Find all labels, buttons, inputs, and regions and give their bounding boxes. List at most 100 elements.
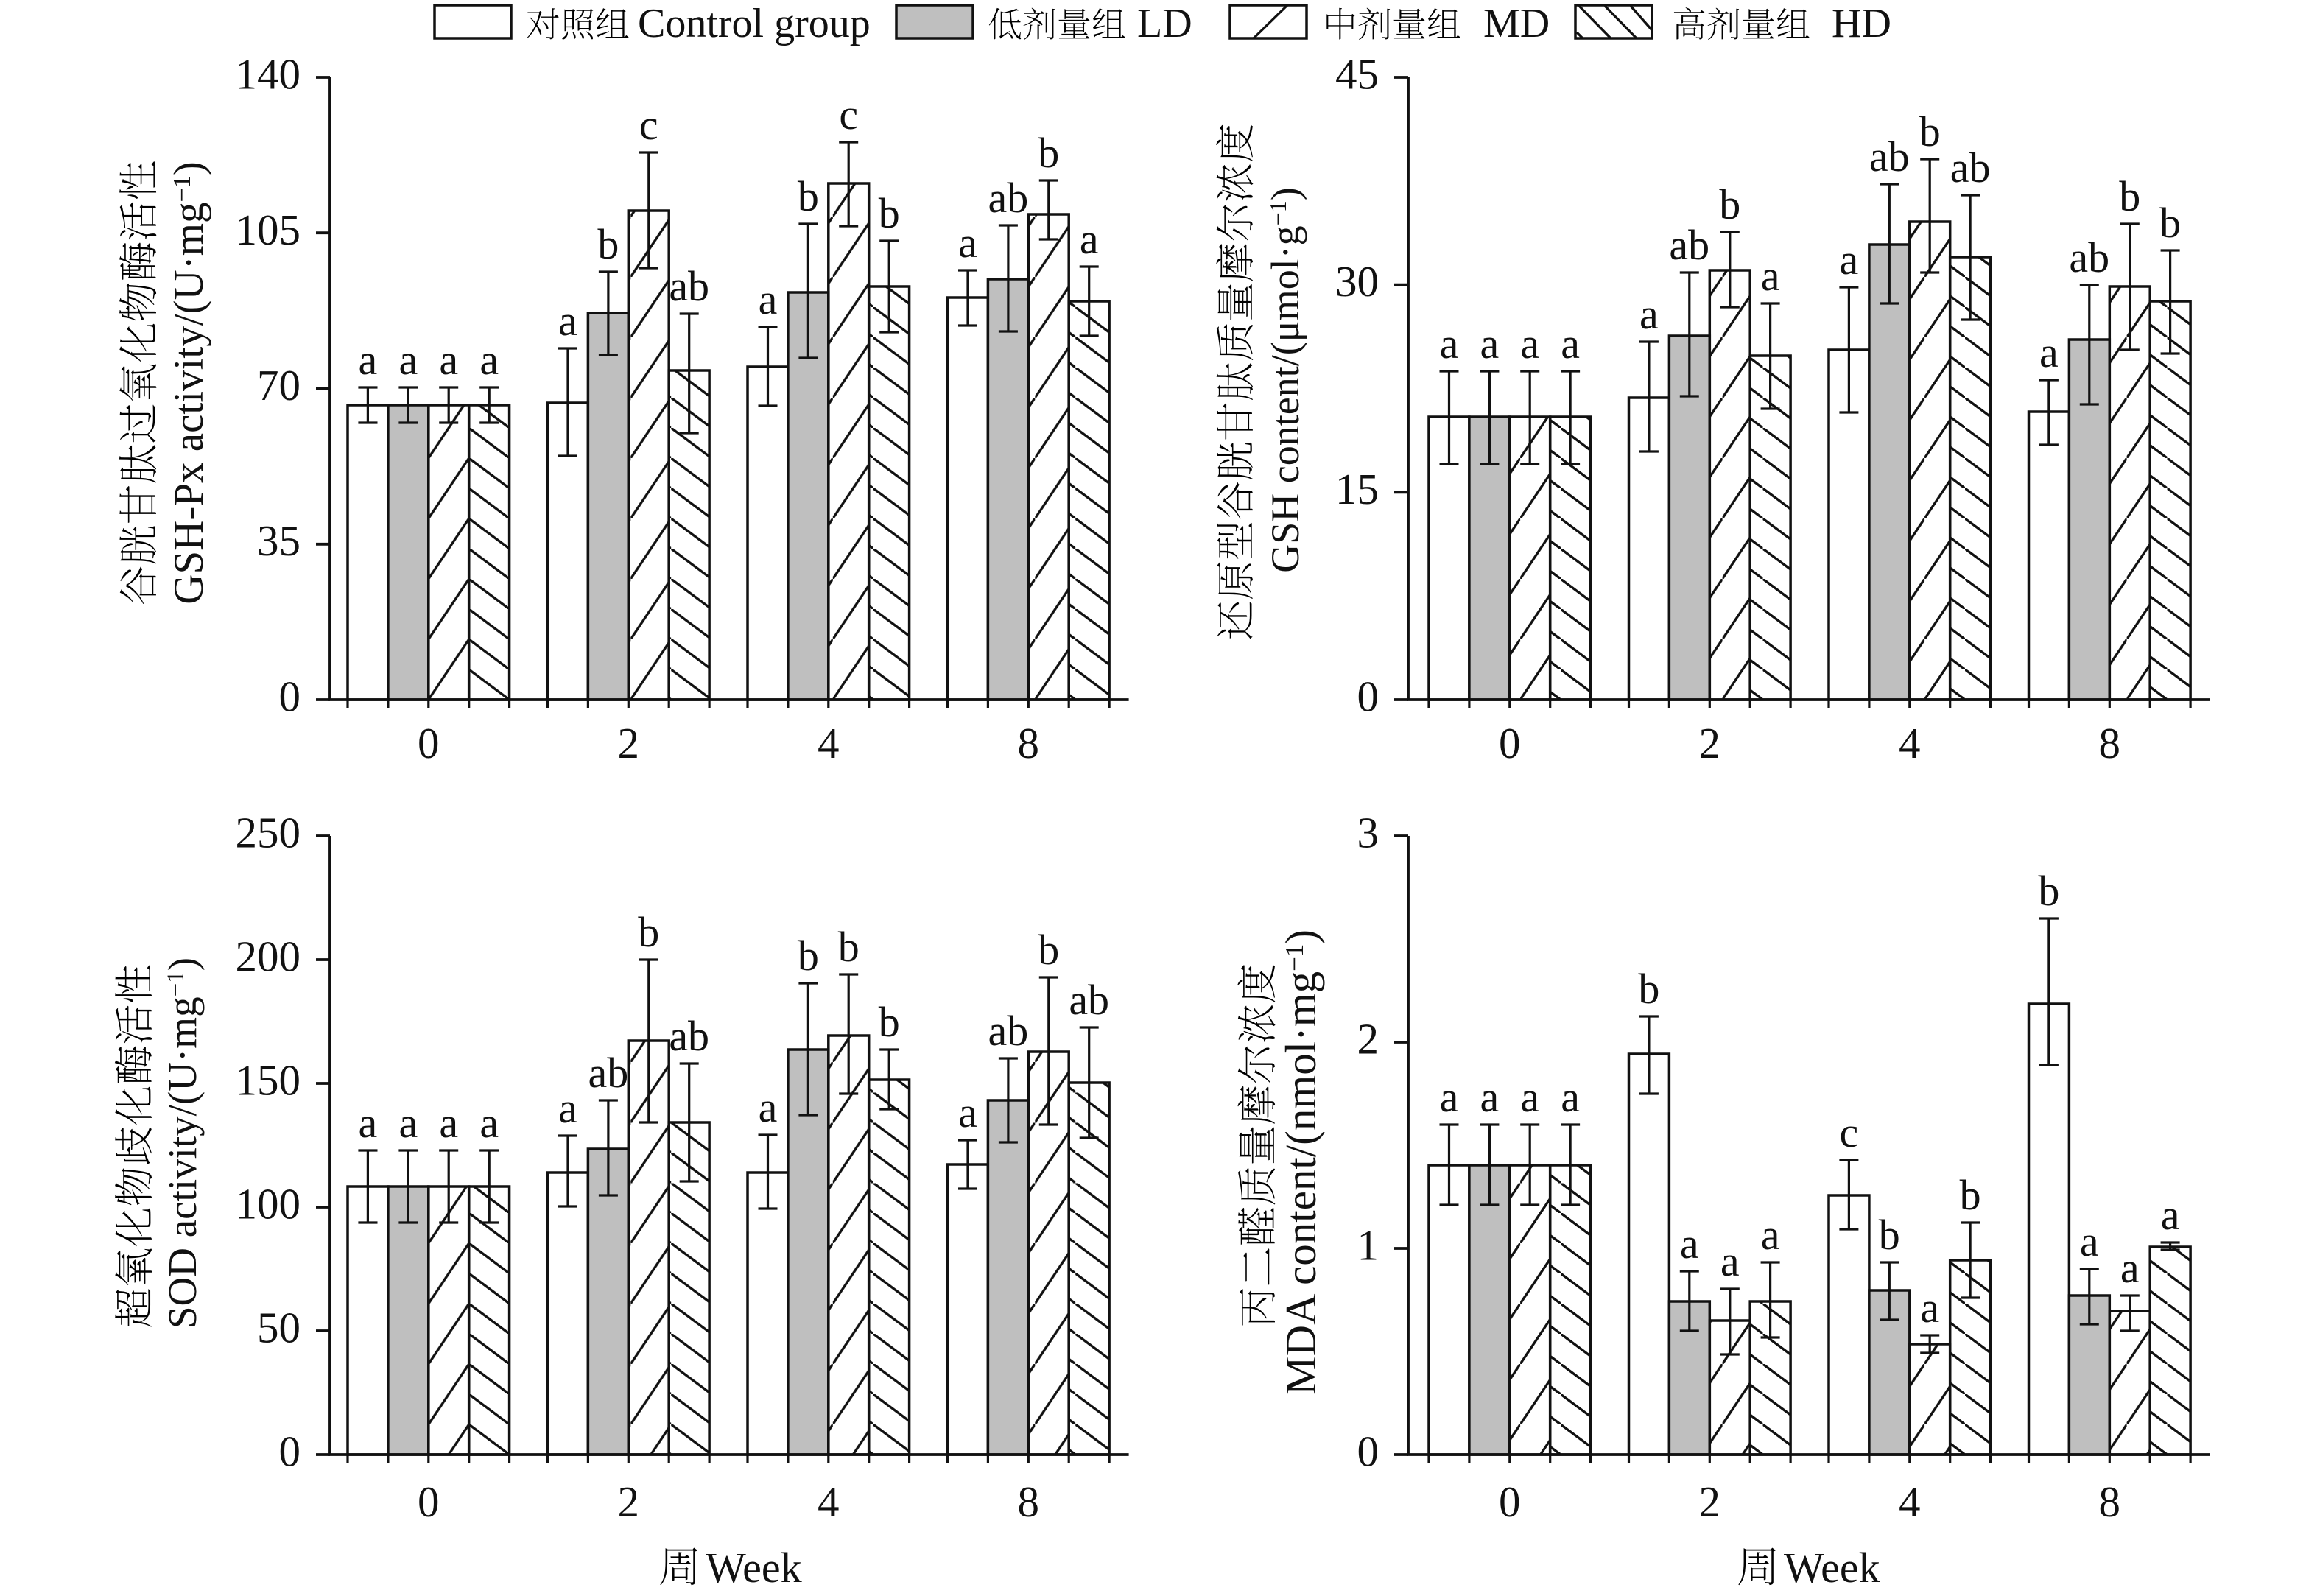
svg-text:b: b (1919, 108, 1941, 155)
svg-text:b: b (798, 172, 819, 220)
svg-text:4: 4 (1899, 719, 1921, 767)
svg-text:HD: HD (1832, 1, 1891, 46)
svg-text:a: a (1080, 215, 1099, 263)
svg-text:b: b (798, 932, 819, 980)
svg-text:4: 4 (1899, 1477, 1921, 1526)
svg-text:a: a (1561, 1073, 1580, 1121)
svg-text:ab: ab (1869, 133, 1910, 180)
svg-text:2: 2 (1699, 1477, 1721, 1526)
svg-text:0: 0 (1499, 1477, 1521, 1526)
svg-text:b: b (1038, 926, 1059, 974)
svg-text:c: c (1840, 1108, 1859, 1156)
svg-text:a: a (1840, 236, 1859, 284)
svg-text:30: 30 (1335, 257, 1379, 306)
svg-text:b: b (2119, 172, 2140, 220)
svg-text:8: 8 (1018, 1477, 1040, 1526)
svg-text:c: c (839, 91, 858, 138)
svg-text:2: 2 (1357, 1015, 1379, 1064)
svg-text:a: a (958, 219, 977, 267)
svg-text:GSH content/(μmol·g−1): GSH content/(μmol·g−1) (1263, 187, 1307, 572)
svg-text:0: 0 (418, 719, 440, 767)
svg-text:0: 0 (1357, 1427, 1379, 1476)
svg-text:GSH-Px activity/(U·mg−1): GSH-Px activity/(U·mg−1) (166, 161, 212, 604)
svg-text:70: 70 (257, 361, 300, 409)
svg-text:a: a (1440, 320, 1459, 368)
svg-text:1: 1 (1357, 1221, 1379, 1270)
svg-text:150: 150 (236, 1056, 301, 1105)
svg-text:SOD activity/(U·mg−1): SOD activity/(U·mg−1) (160, 957, 205, 1329)
svg-text:MDA content/(nmol·mg−1): MDA content/(nmol·mg−1) (1276, 929, 1325, 1395)
svg-text:ab: ab (669, 1012, 709, 1060)
svg-text:2: 2 (618, 719, 640, 767)
svg-text:c: c (639, 101, 658, 149)
svg-text:35: 35 (257, 516, 300, 565)
svg-text:Week: Week (706, 1544, 802, 1592)
svg-text:8: 8 (2099, 1477, 2121, 1526)
svg-text:a: a (1761, 252, 1780, 300)
svg-text:0: 0 (1357, 672, 1379, 721)
svg-text:50: 50 (257, 1304, 300, 1352)
svg-text:ab: ab (1669, 221, 1709, 269)
svg-text:0: 0 (279, 1427, 301, 1476)
svg-text:a: a (1480, 320, 1500, 368)
svg-text:b: b (2038, 867, 2059, 915)
svg-text:2: 2 (1699, 719, 1721, 767)
svg-text:Week: Week (1784, 1544, 1880, 1592)
svg-text:ab: ab (1069, 976, 1109, 1024)
svg-text:8: 8 (2099, 719, 2121, 767)
svg-text:a: a (1920, 1284, 1939, 1332)
svg-text:b: b (2159, 199, 2181, 247)
svg-text:b: b (597, 220, 619, 268)
svg-text:0: 0 (1499, 719, 1521, 767)
svg-text:a: a (359, 336, 378, 384)
svg-text:a: a (1440, 1073, 1459, 1121)
svg-text:a: a (558, 297, 577, 345)
svg-text:a: a (399, 336, 418, 384)
svg-text:b: b (838, 923, 860, 971)
svg-text:200: 200 (236, 932, 301, 981)
svg-text:4: 4 (818, 1477, 840, 1526)
svg-text:ab: ab (988, 174, 1029, 222)
svg-text:a: a (2161, 1191, 2180, 1239)
svg-text:250: 250 (236, 809, 301, 857)
svg-text:ab: ab (1950, 144, 1991, 191)
svg-text:ab: ab (988, 1007, 1029, 1055)
svg-text:0: 0 (418, 1477, 440, 1526)
svg-text:a: a (479, 336, 499, 384)
svg-text:ab: ab (669, 262, 709, 310)
svg-text:b: b (1719, 180, 1740, 228)
svg-text:b: b (638, 908, 659, 956)
svg-text:a: a (1680, 1220, 1699, 1268)
svg-text:b: b (1879, 1211, 1900, 1259)
svg-text:Control group: Control group (638, 1, 871, 46)
svg-text:100: 100 (236, 1180, 301, 1228)
svg-text:a: a (1520, 1073, 1539, 1121)
svg-text:45: 45 (1335, 50, 1379, 99)
svg-text:8: 8 (1018, 719, 1040, 767)
svg-text:a: a (479, 1099, 499, 1147)
svg-text:105: 105 (236, 205, 301, 254)
svg-text:b: b (1638, 965, 1659, 1013)
svg-text:4: 4 (818, 719, 840, 767)
svg-text:a: a (1639, 290, 1659, 338)
svg-text:b: b (1038, 129, 1059, 177)
svg-text:ab: ab (588, 1049, 629, 1097)
svg-text:a: a (1761, 1211, 1780, 1259)
svg-text:a: a (439, 336, 458, 384)
svg-text:b: b (1960, 1171, 1981, 1219)
svg-text:a: a (558, 1084, 577, 1132)
svg-text:a: a (2120, 1244, 2140, 1292)
svg-text:140: 140 (236, 50, 301, 99)
svg-text:a: a (399, 1099, 418, 1147)
svg-text:a: a (2080, 1217, 2099, 1265)
svg-text:a: a (2039, 328, 2059, 376)
svg-text:0: 0 (279, 672, 301, 721)
svg-text:b: b (879, 189, 900, 237)
svg-text:b: b (879, 998, 900, 1046)
svg-text:a: a (759, 1083, 778, 1131)
svg-text:a: a (759, 275, 778, 323)
svg-text:a: a (1520, 320, 1539, 368)
svg-text:a: a (439, 1099, 458, 1147)
svg-text:a: a (1720, 1237, 1740, 1285)
svg-text:LD: LD (1137, 1, 1192, 46)
